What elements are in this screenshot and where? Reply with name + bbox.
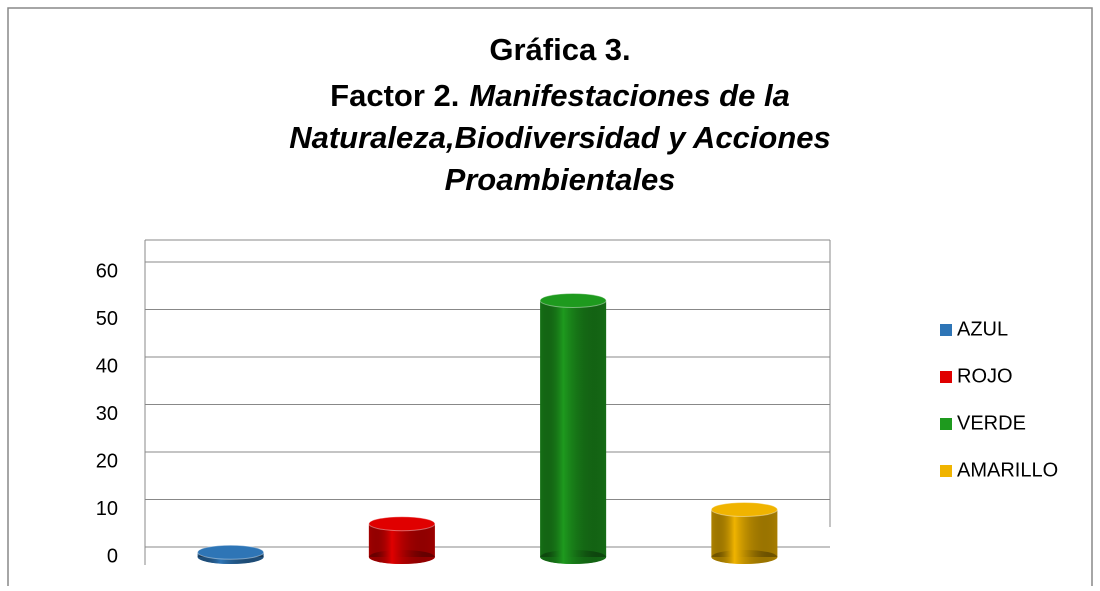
title-part: Factor 2. [330, 78, 459, 113]
chart-title: Naturaleza,Biodiversidad y Acciones [289, 120, 831, 155]
cylinder [197, 544, 265, 564]
legend-swatch [940, 418, 952, 430]
legend-label: ROJO [957, 365, 1013, 387]
title-part: Manifestaciones de la [469, 78, 789, 113]
cylinder-shade-base [711, 550, 778, 564]
chart-title: Gráfica 3. [489, 32, 630, 67]
cylinder [368, 516, 436, 564]
cylinder-top [368, 516, 436, 532]
cylinder-shade-base [540, 550, 607, 564]
y-tick-label: 30 [96, 403, 118, 425]
y-tick-label: 60 [96, 260, 118, 282]
y-tick-label: 10 [96, 498, 118, 520]
y-tick-label: 40 [96, 355, 118, 377]
chart-title: Factor 2. Manifestaciones de la [330, 78, 790, 113]
cylinder [539, 293, 607, 564]
bar-shade [540, 300, 607, 557]
cylinder-top [710, 502, 778, 517]
cylinder-top [197, 544, 265, 560]
legend-swatch [940, 371, 952, 383]
legend-swatch [940, 465, 952, 477]
legend-label: VERDE [957, 412, 1026, 434]
cylinder-top [539, 293, 607, 308]
y-tick-label: 50 [96, 308, 118, 330]
cylinder-shade-base [368, 550, 435, 564]
legend-label: AZUL [957, 318, 1008, 340]
y-tick-label: 0 [107, 545, 118, 567]
legend-label: AMARILLO [957, 459, 1058, 481]
cylinder [710, 502, 778, 564]
bar-shade [711, 509, 778, 557]
y-tick-label: 20 [96, 450, 118, 472]
chart-title: Proambientales [445, 162, 676, 197]
legend-swatch [940, 324, 952, 336]
